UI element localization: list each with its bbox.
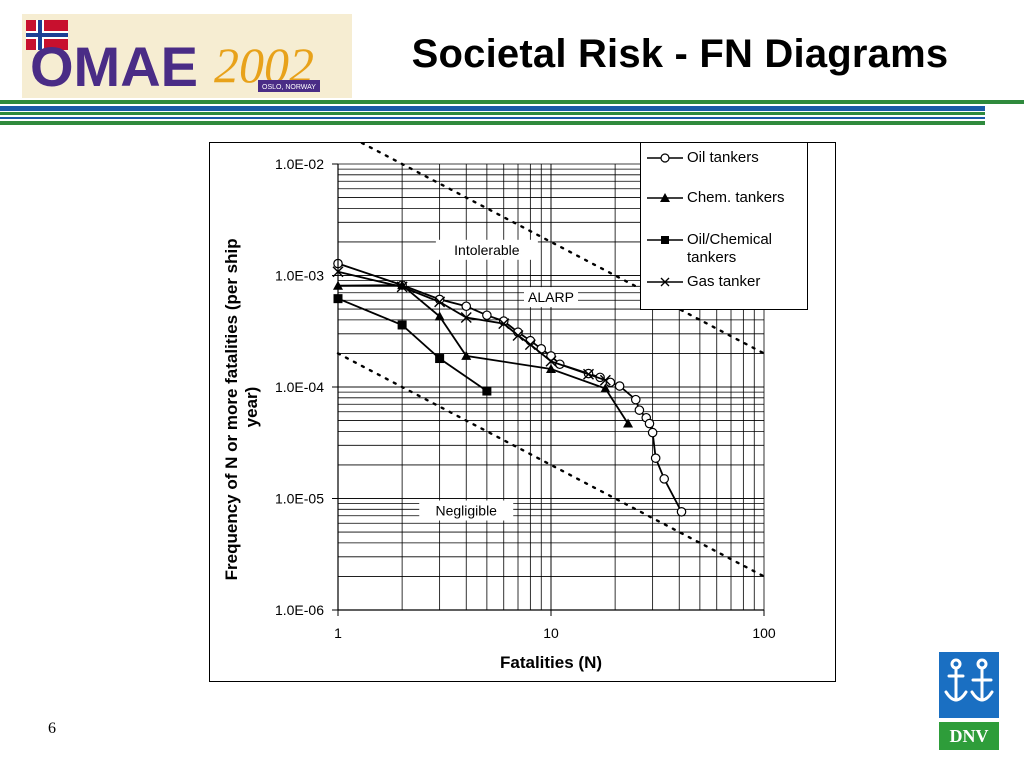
series-line bbox=[337, 262, 683, 513]
y-tick-label: 1.0E-02 bbox=[275, 156, 324, 172]
annotation-background bbox=[435, 239, 538, 260]
criteria-lines bbox=[336, 142, 766, 578]
data-point-circle bbox=[650, 453, 661, 463]
logo-omae-text: OMAE bbox=[30, 35, 198, 98]
data-point-circle bbox=[546, 351, 556, 361]
data-point-circle bbox=[482, 310, 492, 321]
y-tick-label: 1.0E-04 bbox=[275, 379, 324, 395]
annotation-background bbox=[419, 500, 514, 521]
legend-label: Gas tanker bbox=[687, 273, 761, 290]
data-point-triangle bbox=[623, 418, 634, 428]
scales-icon bbox=[970, 658, 994, 702]
legend-label: Chem. tankers bbox=[687, 189, 785, 206]
series-line bbox=[337, 284, 629, 425]
dnv-logo-text: DNV bbox=[950, 726, 989, 746]
data-point-cross bbox=[583, 368, 595, 380]
dnv-logo: DNV bbox=[939, 652, 999, 750]
chart-grid bbox=[337, 163, 765, 611]
cross-marker-icon bbox=[647, 277, 683, 287]
y-tick-label: 1.0E-03 bbox=[275, 268, 324, 284]
legend-label: Oil/Chemical tankers bbox=[687, 231, 773, 266]
filled-square-marker-icon bbox=[647, 236, 683, 244]
omae2002-logo-graphic: OMAE 2002 OSLO, NORWAY bbox=[22, 14, 352, 98]
criteria-line bbox=[336, 352, 766, 578]
data-point-triangle bbox=[600, 383, 611, 393]
region-label: ALARP bbox=[528, 289, 574, 305]
y-axis-title-line-2: year) bbox=[242, 387, 261, 428]
data-point-circle bbox=[614, 381, 625, 391]
y-tick-label: 1.0E-05 bbox=[275, 491, 324, 507]
header-divider bbox=[0, 100, 1024, 125]
annotation-background bbox=[524, 287, 578, 308]
data-point-circle bbox=[647, 427, 658, 438]
region-annotations: Intolerable ALARP Negligible bbox=[419, 239, 578, 521]
open-circle-marker-icon bbox=[647, 153, 683, 163]
data-point-circle bbox=[644, 418, 655, 429]
chart-legend: Oil tankers Chem. tankers Oil/Chemical t… bbox=[640, 142, 808, 310]
data-point-cross bbox=[599, 374, 611, 386]
x-tick-label: 10 bbox=[543, 625, 559, 641]
data-point-square bbox=[482, 386, 492, 396]
data-series bbox=[332, 258, 687, 517]
series-gas-tanker bbox=[332, 266, 611, 386]
series-oil-tankers bbox=[333, 258, 687, 517]
data-point-square bbox=[435, 354, 445, 364]
data-point-triangle bbox=[546, 364, 556, 374]
omae2002-logo: OMAE 2002 OSLO, NORWAY bbox=[22, 14, 352, 98]
data-point-cross bbox=[434, 296, 446, 308]
x-axis-title: Fatalities (N) bbox=[500, 653, 602, 672]
y-tick-label: 1.0E-06 bbox=[275, 602, 324, 618]
anchor-icon bbox=[944, 658, 968, 702]
data-point-triangle bbox=[461, 350, 472, 360]
data-point-circle bbox=[605, 377, 616, 388]
data-point-cross bbox=[545, 355, 557, 367]
criteria-line bbox=[357, 142, 766, 355]
data-point-cross bbox=[524, 339, 536, 351]
data-point-cross bbox=[396, 281, 408, 293]
series-chem-tankers bbox=[333, 280, 634, 428]
series-line bbox=[337, 270, 606, 382]
series-line bbox=[337, 297, 488, 392]
data-point-circle bbox=[634, 405, 645, 415]
norway-flag-icon bbox=[26, 20, 68, 50]
legend-label: Oil tankers bbox=[687, 149, 759, 166]
data-point-square bbox=[397, 320, 407, 330]
data-point-triangle bbox=[434, 311, 445, 321]
region-label: Negligible bbox=[435, 503, 497, 519]
chart-axes: 1.0E-02 1.0E-03 1.0E-04 1.0E-05 1.0E-06 1 10 10… bbox=[275, 156, 776, 641]
y-axis-title-line-1: Frequency of N or more fatalities (per s… bbox=[222, 238, 241, 580]
y-axis-title: Frequency of N or more fatalities (per s… bbox=[222, 234, 261, 581]
slide-title: Societal Risk - FN Diagrams bbox=[411, 32, 949, 76]
dnv-logo-graphic: DNV bbox=[939, 652, 999, 750]
data-point-cross bbox=[512, 329, 524, 341]
page-number: 6 bbox=[48, 720, 56, 737]
data-point-cross bbox=[498, 318, 510, 330]
region-label: Intolerable bbox=[454, 242, 520, 258]
data-point-cross bbox=[460, 312, 472, 324]
data-point-circle bbox=[676, 506, 687, 517]
data-point-circle bbox=[630, 394, 641, 405]
data-point-circle bbox=[659, 474, 670, 484]
data-point-circle bbox=[461, 301, 472, 312]
x-tick-label: 1 bbox=[334, 625, 342, 641]
logo-subtext: OSLO, NORWAY bbox=[262, 84, 316, 91]
x-tick-label: 100 bbox=[752, 625, 776, 641]
filled-triangle-marker-icon bbox=[647, 193, 683, 202]
